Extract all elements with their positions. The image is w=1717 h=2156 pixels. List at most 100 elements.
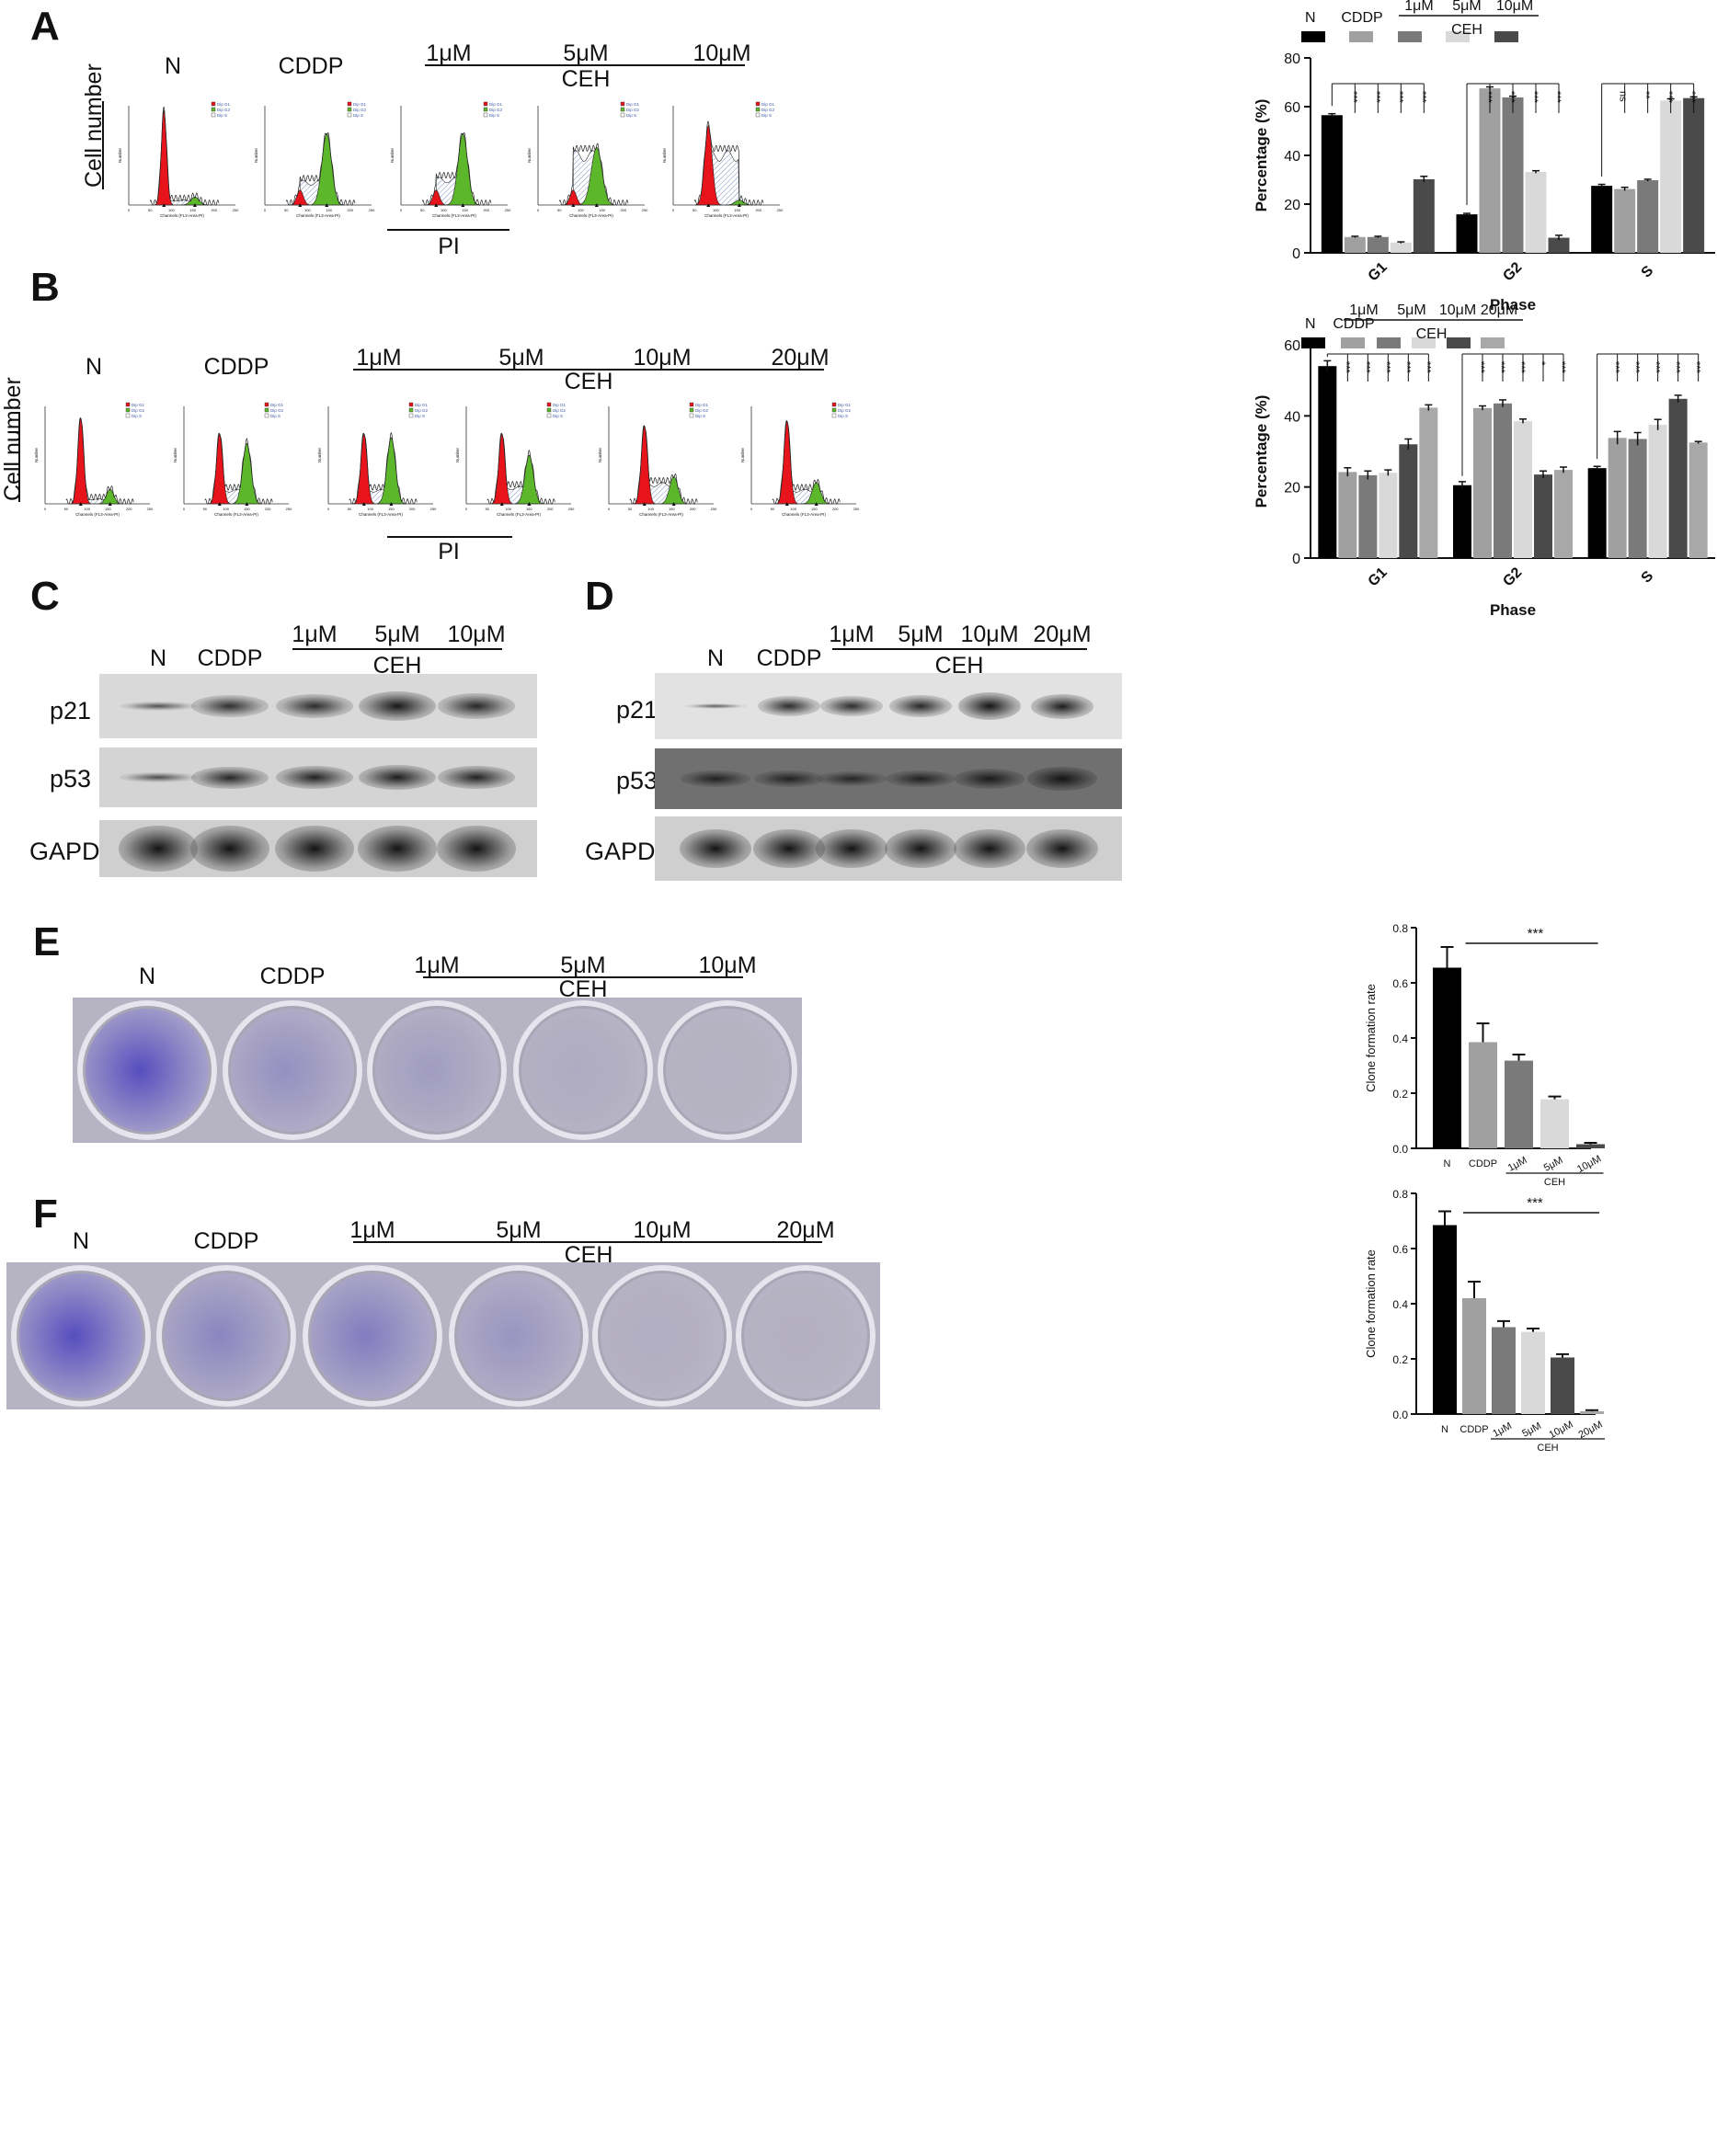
x-category-label: 5μM bbox=[1520, 1420, 1543, 1440]
band-p21 bbox=[1031, 693, 1093, 719]
bar-S-5μM bbox=[1660, 100, 1682, 253]
x-category-label: S bbox=[1639, 263, 1657, 281]
y-tick-label: 0.4 bbox=[1392, 1298, 1408, 1311]
x-category-label: 20μM bbox=[1577, 1420, 1605, 1442]
legend-top-label: 1μM bbox=[1349, 302, 1378, 318]
x-tick-label: 200 bbox=[547, 507, 554, 511]
legend-swatch bbox=[689, 402, 694, 407]
x-category-label: 10μM bbox=[1575, 1154, 1603, 1176]
label-1um-b: 1μM bbox=[356, 345, 402, 371]
panel-label-e: E bbox=[33, 919, 61, 964]
legend-swatch bbox=[211, 107, 216, 112]
legend-swatch-N bbox=[1301, 337, 1325, 348]
band-GAPDH bbox=[275, 826, 354, 872]
significance-label: *** bbox=[1631, 361, 1642, 374]
bar-10μM bbox=[1576, 1144, 1605, 1148]
x-tick-label: 50 bbox=[203, 507, 208, 511]
x-tick-label: 250 bbox=[505, 208, 511, 212]
x-tick-label: 50 bbox=[64, 507, 69, 511]
histogram-plot: 0 50 100 150 200 250 Channels (FL3-Area-PI) Num… bbox=[455, 402, 575, 517]
panel-label-b: B bbox=[30, 265, 60, 310]
x-tick-label: 100 bbox=[84, 507, 90, 511]
label-cddp-a: CDDP bbox=[278, 53, 344, 79]
y-tick-label: 0.6 bbox=[1392, 1243, 1408, 1256]
x-axis-title: Phase bbox=[1490, 601, 1536, 619]
bar-S-CDDP bbox=[1608, 438, 1627, 558]
legend-swatch bbox=[408, 413, 414, 418]
x-category-label: N bbox=[1441, 1424, 1448, 1435]
bar-G1-10μM bbox=[1399, 444, 1418, 558]
legend-label: Dip G1 bbox=[626, 102, 640, 107]
significance-label: *** bbox=[1687, 91, 1698, 104]
x-tick-label: 50 bbox=[148, 208, 153, 212]
x-tick-label: 100 bbox=[367, 507, 373, 511]
x-category-label: G1 bbox=[1366, 259, 1391, 284]
culture-dish bbox=[223, 1000, 362, 1140]
legend-label: Dip S bbox=[217, 113, 227, 118]
legend-top-label: 10μM bbox=[1439, 302, 1476, 318]
peak-marker bbox=[594, 203, 599, 207]
ceh-bracket-c bbox=[292, 648, 502, 650]
label-n-a: N bbox=[164, 53, 182, 79]
band-p53 bbox=[359, 765, 436, 790]
peak-marker bbox=[571, 203, 576, 207]
ceh-group-label: CEH bbox=[1537, 1443, 1558, 1454]
bar-G1-N bbox=[1318, 366, 1337, 558]
histogram-plot: 0 50 100 150 200 250 Channels (FL3-Area-PI) Num… bbox=[254, 101, 375, 218]
peak-marker bbox=[434, 203, 439, 207]
label-n-c: N bbox=[149, 645, 167, 671]
peak-marker bbox=[527, 502, 532, 506]
bar-G2-CDDP bbox=[1479, 88, 1501, 253]
band-GAPDH bbox=[954, 829, 1025, 868]
x-axis-title: Channels (FL3-Area-PI) bbox=[704, 213, 749, 218]
legend-label: Dip G1 bbox=[353, 102, 367, 107]
significance-label: *** bbox=[1528, 91, 1540, 104]
x-tick-label: 100 bbox=[713, 208, 719, 212]
legend-label: Dip G2 bbox=[838, 408, 852, 413]
x-axis-title: Channels (FL3-Area-PI) bbox=[497, 512, 541, 517]
legend-label: Dip G2 bbox=[132, 408, 145, 413]
y-tick-label: 60 bbox=[1284, 338, 1300, 354]
x-tick-label: 0 bbox=[264, 208, 267, 212]
label-n-f: N bbox=[72, 1228, 90, 1254]
x-tick-label: 250 bbox=[711, 507, 717, 511]
bar-S-20μM bbox=[1688, 442, 1708, 558]
band-p21 bbox=[438, 693, 515, 719]
legend-swatch-10μM bbox=[1447, 337, 1471, 348]
bar-S-5μM bbox=[1648, 425, 1667, 558]
histogram-plot: 0 50 100 150 200 250 Channels (FL3-Area-PI) Num… bbox=[118, 101, 239, 218]
blot-label-p53-d: p53 bbox=[616, 767, 658, 794]
x-tick-label: 50 bbox=[420, 208, 425, 212]
x-category-label: 1μM bbox=[1506, 1155, 1529, 1174]
y-tick-label: 0.8 bbox=[1392, 922, 1408, 935]
legend-swatch bbox=[831, 402, 837, 407]
bar-G2-5μM bbox=[1525, 172, 1547, 253]
bar-1μM bbox=[1492, 1327, 1516, 1414]
y-tick-label: 0.8 bbox=[1392, 1188, 1408, 1201]
legend-swatch bbox=[408, 402, 414, 407]
legend-top-label: 10μM bbox=[1496, 0, 1533, 14]
x-tick-label: 250 bbox=[233, 208, 239, 212]
legend-label: Dip G2 bbox=[553, 408, 567, 413]
legend-label: Dip G1 bbox=[695, 403, 709, 407]
y-tick-label: 40 bbox=[1284, 409, 1300, 425]
legend-label: Dip S bbox=[695, 414, 705, 418]
x-tick-label: 150 bbox=[462, 208, 468, 212]
legend-label-cddp: CDDP bbox=[1333, 316, 1374, 332]
x-tick-label: 200 bbox=[483, 208, 489, 212]
significance-label: * bbox=[1536, 361, 1547, 366]
y-axis-title: Number bbox=[173, 448, 177, 463]
x-axis-title: Channels (FL3-Area-PI) bbox=[160, 213, 204, 218]
pi-line-a bbox=[387, 229, 509, 231]
bar-5μM bbox=[1521, 1331, 1545, 1414]
histogram-plot: 0 50 100 150 200 250 Channels (FL3-Area-PI) Num… bbox=[740, 402, 860, 517]
legend-swatch bbox=[408, 407, 414, 413]
x-axis-title: Channels (FL3-Area-PI) bbox=[75, 512, 120, 517]
legend-swatch bbox=[347, 101, 352, 107]
label-cddp-d: CDDP bbox=[756, 645, 822, 671]
bar-G1-CDDP bbox=[1344, 236, 1366, 253]
y-tick-label: 0.2 bbox=[1392, 1353, 1408, 1366]
legend-swatch-N bbox=[1301, 31, 1325, 42]
legend-swatch bbox=[755, 101, 761, 107]
culture-dish bbox=[658, 1000, 797, 1140]
